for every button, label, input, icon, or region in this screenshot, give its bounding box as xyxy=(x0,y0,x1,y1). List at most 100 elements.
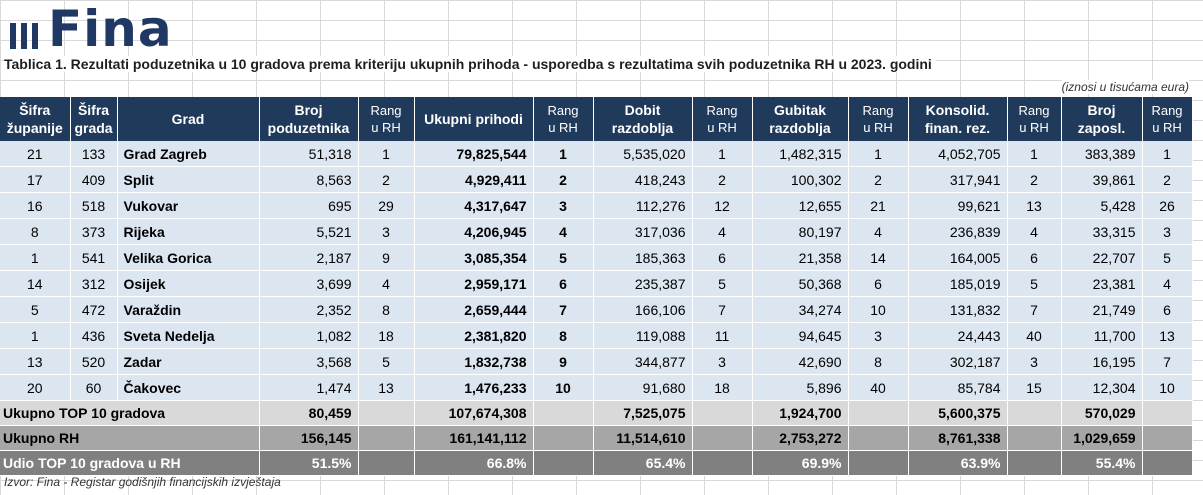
cell-gubitak: 80,197 xyxy=(752,218,849,245)
table-row: 1 436 Sveta Nedelja 1,082 18 2,381,820 8 119,08… xyxy=(0,322,1193,349)
cell-grad: Sveta Nedelja xyxy=(117,322,260,349)
cell-rang-poduzetnika: 18 xyxy=(358,322,415,349)
cell-konsolid: 131,832 xyxy=(908,296,1008,323)
cell-rang-konsolid: 5 xyxy=(1007,270,1062,297)
cell-rang-konsolid: 2 xyxy=(1007,166,1062,193)
header-grad: Grad xyxy=(117,97,260,141)
cell-grad: Čakovec xyxy=(117,374,260,401)
summary-row: Ukupno RH 156,145 161,141,112 11,514,610 2,7… xyxy=(0,425,1193,451)
cell-rang-dobit: 6 xyxy=(692,244,753,271)
cell-broj-zaposlenih: 383,389 xyxy=(1061,141,1143,167)
header-rang-dobit: Rang u RH xyxy=(692,97,753,141)
summary-empty-cell xyxy=(1142,425,1193,451)
table-row: 17 409 Split 8,563 2 4,929,411 2 418,243 2 100,30… xyxy=(0,166,1193,193)
summary-value: 80,459 xyxy=(259,400,359,426)
cell-rang-poduzetnika: 4 xyxy=(358,270,415,297)
cell-rang-prihodi: 1 xyxy=(533,141,594,167)
cell-rang-gubitak: 1 xyxy=(848,141,909,167)
cell-rang-zaposleni: 1 xyxy=(1142,141,1193,167)
cell-broj-zaposlenih: 22,707 xyxy=(1061,244,1143,271)
summary-value: 69.9% xyxy=(752,450,849,476)
cell-ukupni-prihodi: 3,085,354 xyxy=(414,244,534,271)
cell-gubitak: 21,358 xyxy=(752,244,849,271)
cell-gubitak: 50,368 xyxy=(752,270,849,297)
cell-rang-poduzetnika: 29 xyxy=(358,192,415,219)
summary-empty-cell xyxy=(533,450,594,476)
cell-rang-konsolid: 4 xyxy=(1007,218,1062,245)
cell-broj-zaposlenih: 16,195 xyxy=(1061,348,1143,375)
cell-rang-konsolid: 6 xyxy=(1007,244,1062,271)
cell-rang-dobit: 18 xyxy=(692,374,753,401)
summary-empty-cell xyxy=(533,400,594,426)
cell-broj-poduzetnika: 51,318 xyxy=(259,141,359,167)
cell-dobit: 418,243 xyxy=(593,166,693,193)
results-table: Šifra županije Šifra grada Grad Broj poduze… xyxy=(0,97,1193,476)
header-sifra-zupanije: Šifra županije xyxy=(0,97,71,141)
summary-empty-cell xyxy=(358,425,415,451)
cell-rang-gubitak: 8 xyxy=(848,348,909,375)
cell-sifra-grada: 520 xyxy=(70,348,118,375)
cell-rang-gubitak: 14 xyxy=(848,244,909,271)
summary-empty-cell xyxy=(848,400,909,426)
cell-gubitak: 12,655 xyxy=(752,192,849,219)
cell-konsolid: 317,941 xyxy=(908,166,1008,193)
summary-value: 55.4% xyxy=(1061,450,1143,476)
cell-sifra-zupanije: 14 xyxy=(0,270,71,297)
cell-broj-poduzetnika: 3,699 xyxy=(259,270,359,297)
cell-rang-poduzetnika: 1 xyxy=(358,141,415,167)
cell-broj-poduzetnika: 695 xyxy=(259,192,359,219)
fina-logo: Fina xyxy=(10,0,173,58)
summary-empty-cell xyxy=(692,400,753,426)
cell-broj-poduzetnika: 1,474 xyxy=(259,374,359,401)
cell-konsolid: 85,784 xyxy=(908,374,1008,401)
units-note: (iznosi u tisućama eura) xyxy=(1061,80,1189,94)
cell-broj-poduzetnika: 2,187 xyxy=(259,244,359,271)
summary-value: 51.5% xyxy=(259,450,359,476)
cell-broj-zaposlenih: 5,428 xyxy=(1061,192,1143,219)
summary-value: 11,514,610 xyxy=(593,425,693,451)
cell-broj-poduzetnika: 2,352 xyxy=(259,296,359,323)
cell-broj-poduzetnika: 5,521 xyxy=(259,218,359,245)
cell-broj-zaposlenih: 39,861 xyxy=(1061,166,1143,193)
cell-broj-poduzetnika: 3,568 xyxy=(259,348,359,375)
table-title: Tablica 1. Rezultati poduzetnika u 10 gr… xyxy=(4,56,936,72)
summary-empty-cell xyxy=(848,425,909,451)
cell-dobit: 119,088 xyxy=(593,322,693,349)
cell-ukupni-prihodi: 1,832,738 xyxy=(414,348,534,375)
cell-ukupni-prihodi: 2,381,820 xyxy=(414,322,534,349)
cell-dobit: 112,276 xyxy=(593,192,693,219)
cell-rang-zaposleni: 26 xyxy=(1142,192,1193,219)
cell-konsolid: 4,052,705 xyxy=(908,141,1008,167)
header-ukupni-prihodi: Ukupni prihodi xyxy=(414,97,534,141)
cell-rang-konsolid: 13 xyxy=(1007,192,1062,219)
summary-value: 2,753,272 xyxy=(752,425,849,451)
cell-sifra-grada: 312 xyxy=(70,270,118,297)
cell-gubitak: 100,302 xyxy=(752,166,849,193)
cell-rang-zaposleni: 2 xyxy=(1142,166,1193,193)
cell-rang-konsolid: 1 xyxy=(1007,141,1062,167)
summary-empty-cell xyxy=(692,450,753,476)
header-konsolid: Konsolid. finan. rez. xyxy=(908,97,1008,141)
summary-value: 1,924,700 xyxy=(752,400,849,426)
cell-gubitak: 1,482,315 xyxy=(752,141,849,167)
cell-rang-zaposleni: 5 xyxy=(1142,244,1193,271)
cell-rang-konsolid: 3 xyxy=(1007,348,1062,375)
header-rang-zaposleni: Rang u RH xyxy=(1142,97,1193,141)
cell-ukupni-prihodi: 1,476,233 xyxy=(414,374,534,401)
cell-sifra-grada: 436 xyxy=(70,322,118,349)
cell-gubitak: 94,645 xyxy=(752,322,849,349)
summary-empty-cell xyxy=(1007,450,1062,476)
header-rang-gubitak: Rang u RH xyxy=(848,97,909,141)
cell-broj-zaposlenih: 12,304 xyxy=(1061,374,1143,401)
cell-rang-poduzetnika: 13 xyxy=(358,374,415,401)
table-row: 16 518 Vukovar 695 29 4,317,647 3 112,276 12 12,6… xyxy=(0,192,1193,219)
table-row: 1 541 Velika Gorica 2,187 9 3,085,354 5 185,363… xyxy=(0,244,1193,271)
logo-text: Fina xyxy=(48,0,173,58)
cell-dobit: 317,036 xyxy=(593,218,693,245)
cell-sifra-zupanije: 20 xyxy=(0,374,71,401)
summary-label: Ukupno TOP 10 gradova xyxy=(0,400,260,426)
summary-value: 1,029,659 xyxy=(1061,425,1143,451)
summary-empty-cell xyxy=(358,450,415,476)
cell-rang-konsolid: 40 xyxy=(1007,322,1062,349)
summary-value: 63.9% xyxy=(908,450,1008,476)
